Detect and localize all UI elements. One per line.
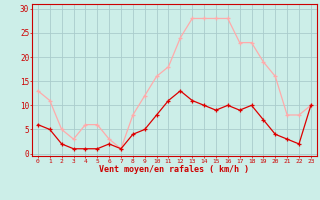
X-axis label: Vent moyen/en rafales ( km/h ): Vent moyen/en rafales ( km/h )	[100, 165, 249, 174]
